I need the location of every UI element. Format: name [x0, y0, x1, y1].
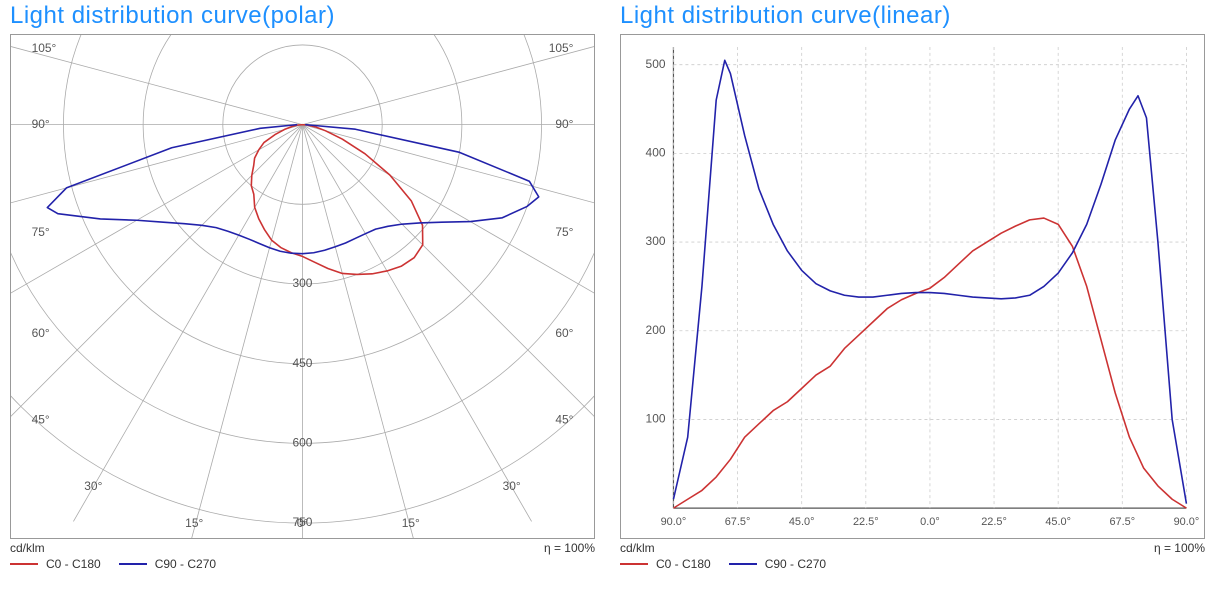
- svg-text:67.5°: 67.5°: [1109, 516, 1135, 528]
- svg-text:105°: 105°: [549, 41, 574, 55]
- linear-svg: 100 200 300 400 500 90.0° 67.5° 45.0° 22.5° 0.0° 2…: [621, 35, 1204, 538]
- polar-legend-label-0: C0 - C180: [46, 557, 101, 571]
- linear-legend: C0 - C180 C90 - C270: [620, 557, 1205, 571]
- polar-legend-item-1: C90 - C270: [119, 557, 216, 571]
- polar-legend-swatch-0: [10, 563, 38, 565]
- linear-legend-swatch-1: [729, 563, 757, 565]
- svg-text:67.5°: 67.5°: [725, 516, 751, 528]
- svg-text:400: 400: [646, 146, 666, 160]
- linear-legend-swatch-0: [620, 563, 648, 565]
- svg-text:90°: 90°: [555, 117, 573, 131]
- svg-text:22.5°: 22.5°: [981, 516, 1007, 528]
- svg-text:0.0°: 0.0°: [920, 516, 940, 528]
- svg-text:15°: 15°: [402, 516, 420, 530]
- svg-text:200: 200: [646, 323, 666, 337]
- svg-text:300: 300: [646, 234, 666, 248]
- svg-text:75°: 75°: [555, 225, 573, 239]
- svg-text:45.0°: 45.0°: [789, 516, 815, 528]
- svg-text:15°: 15°: [185, 516, 203, 530]
- svg-text:30°: 30°: [84, 479, 102, 493]
- linear-chart-box: 100 200 300 400 500 90.0° 67.5° 45.0° 22.5° 0.0° 2…: [620, 34, 1205, 539]
- polar-eta-label: η = 100%: [544, 541, 595, 555]
- polar-legend-label-1: C90 - C270: [155, 557, 216, 571]
- svg-text:500: 500: [646, 57, 666, 71]
- polar-panel: Light distribution curve(polar) 300 450 60…: [10, 0, 595, 599]
- polar-chart-box: 300450600750105°105°90°90°75°75°60°60°45…: [10, 34, 595, 539]
- polar-footer-row: cd/klm η = 100%: [10, 541, 595, 555]
- polar-title: Light distribution curve(polar): [10, 2, 595, 30]
- polar-legend-swatch-1: [119, 563, 147, 565]
- svg-text:45°: 45°: [555, 413, 573, 427]
- linear-eta-label: η = 100%: [1154, 541, 1205, 555]
- svg-text:30°: 30°: [503, 479, 521, 493]
- linear-unit-label: cd/klm: [620, 541, 655, 555]
- svg-text:600: 600: [293, 436, 313, 450]
- linear-title: Light distribution curve(linear): [620, 2, 1205, 30]
- linear-legend-label-0: C0 - C180: [656, 557, 711, 571]
- linear-panel: Light distribution curve(linear) 100 200 3…: [620, 0, 1205, 599]
- polar-legend-item-0: C0 - C180: [10, 557, 101, 571]
- svg-text:45°: 45°: [32, 413, 50, 427]
- polar-unit-label: cd/klm: [10, 541, 45, 555]
- polar-svg: 300450600750105°105°90°90°75°75°60°60°45…: [11, 35, 594, 538]
- svg-text:60°: 60°: [555, 326, 573, 340]
- linear-footer-row: cd/klm η = 100%: [620, 541, 1205, 555]
- svg-text:300: 300: [293, 276, 313, 290]
- svg-text:60°: 60°: [32, 326, 50, 340]
- linear-legend-label-1: C90 - C270: [765, 557, 826, 571]
- svg-text:90.0°: 90.0°: [1174, 516, 1200, 528]
- svg-text:22.5°: 22.5°: [853, 516, 879, 528]
- svg-text:0°: 0°: [297, 516, 309, 530]
- svg-text:90°: 90°: [32, 117, 50, 131]
- svg-text:75°: 75°: [32, 225, 50, 239]
- svg-text:45.0°: 45.0°: [1045, 516, 1071, 528]
- linear-legend-item-1: C90 - C270: [729, 557, 826, 571]
- linear-legend-item-0: C0 - C180: [620, 557, 711, 571]
- svg-text:105°: 105°: [32, 41, 57, 55]
- svg-text:90.0°: 90.0°: [661, 516, 687, 528]
- svg-text:450: 450: [293, 356, 313, 370]
- svg-text:100: 100: [646, 412, 666, 426]
- page-root: Light distribution curve(polar) 300 450 60…: [0, 0, 1215, 599]
- polar-legend: C0 - C180 C90 - C270: [10, 557, 595, 571]
